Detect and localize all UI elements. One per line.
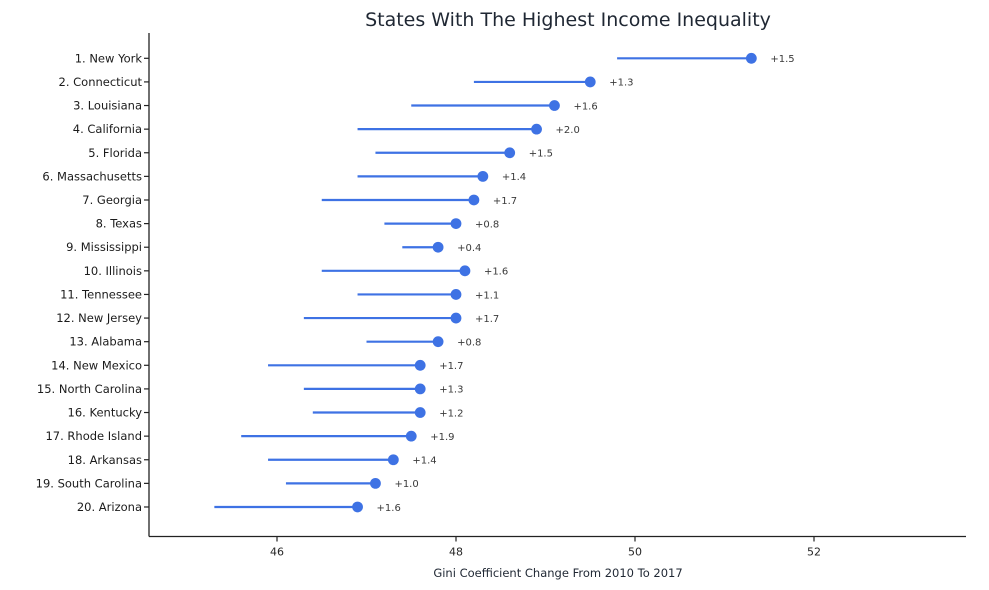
endpoint-dot [432,241,444,253]
category-label: 13. Alabama [69,335,142,349]
category-label: 12. New Jersey [56,311,142,325]
endpoint-dot [432,336,444,348]
x-tick-label: 48 [449,546,463,559]
endpoint-dot [450,289,462,300]
category-label: 18. Arkansas [68,453,142,467]
x-axis-label: Gini Coefficient Change From 2010 To 201… [433,566,682,580]
category-label: 11. Tennessee [60,287,142,301]
endpoint-dot [745,52,757,64]
endpoint-dot [414,407,426,418]
category-label: 7. Georgia [82,193,142,207]
endpoint-dot [352,501,363,513]
endpoint-dot [459,265,471,277]
change-label: +2.0 [556,125,580,136]
category-label: 9. Mississippi [66,240,142,254]
endpoint-dot [477,170,489,182]
category-label: 16. Kentucky [68,406,143,420]
x-tick-label: 50 [628,546,642,559]
category-label: 10. Illinois [84,264,142,278]
change-label: +1.2 [439,408,463,419]
chart-title: States With The Highest Income Inequalit… [365,9,771,31]
category-label: 8. Texas [96,217,142,231]
category-label: 4. California [73,122,142,136]
endpoint-dot [414,383,426,395]
change-label: +1.0 [394,479,418,490]
change-label: +1.3 [609,78,633,89]
endpoint-dot [450,218,462,230]
change-label: +1.5 [529,149,553,160]
endpoint-dot [549,100,560,111]
change-label: +1.4 [502,172,526,183]
change-label: +1.6 [484,267,508,278]
category-label: 3. Louisiana [73,99,142,113]
category-label: 17. Rhode Island [45,429,142,443]
category-label: 2. Connecticut [59,75,143,89]
endpoint-dot [584,76,596,88]
category-label: 15. North Carolina [37,382,142,396]
endpoint-dot [450,312,462,324]
change-label: +1.1 [475,290,499,301]
category-label: 5. Florida [88,146,142,160]
endpoint-dot [531,123,542,135]
change-label: +1.5 [770,54,794,65]
change-label: +1.6 [377,503,401,514]
change-label: +1.7 [493,196,517,207]
endpoint-dot [405,430,417,442]
endpoint-dot [387,454,399,466]
category-label: 1. New York [75,51,143,65]
change-label: +1.7 [439,361,463,372]
change-label: +1.3 [439,385,463,396]
plot-area: 46 48 50 52 1. New York +1.5 2. Connecticut +1.… [36,33,966,559]
category-label: 20. Arizona [77,500,142,514]
category-label: 14. New Mexico [51,358,142,372]
change-label: +1.6 [573,101,597,112]
change-label: +1.9 [430,432,454,443]
category-label: 6. Massachusetts [42,169,142,183]
change-label: +1.4 [412,456,436,467]
x-tick-label: 46 [270,546,284,559]
endpoint-dot [370,477,381,489]
change-label: +0.8 [457,337,481,348]
x-tick-label: 52 [807,546,821,559]
category-label: 19. South Carolina [36,476,142,490]
change-label: +0.8 [475,219,499,230]
endpoint-dot [468,194,480,206]
change-label: +1.7 [475,314,499,325]
change-label: +0.4 [457,243,481,254]
endpoint-dot [504,147,516,159]
endpoint-dot [414,359,426,371]
